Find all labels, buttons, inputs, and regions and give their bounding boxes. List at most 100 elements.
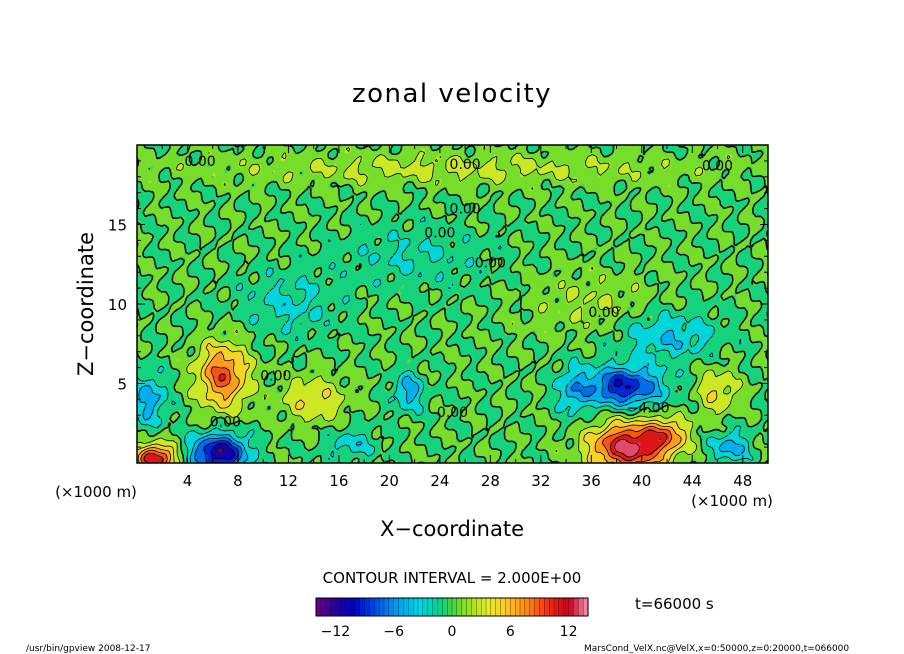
colorbar-swatch	[553, 597, 560, 617]
contour-line	[136, 144, 769, 464]
colorbar-swatch	[480, 597, 487, 617]
colorbar-tick-label: −6	[383, 624, 404, 640]
x-tick-label: 48	[733, 472, 752, 490]
colorbar-swatch	[374, 597, 380, 617]
footer-right: MarsCond_VelX.nc@VelX,x=0:50000,z=0:2000…	[584, 644, 849, 654]
contour-lines	[136, 144, 769, 464]
x-tick-label: 44	[683, 472, 702, 490]
colorbar-swatch	[534, 597, 540, 617]
colorbar-swatch	[471, 597, 477, 617]
colorbar-swatch	[510, 597, 516, 617]
x-unit-label: (×1000 m)	[691, 492, 773, 510]
colorbar-swatch	[325, 597, 332, 617]
contour-line	[137, 351, 682, 464]
contour-line	[614, 438, 661, 458]
x-tick-label: 8	[233, 472, 243, 490]
contour-line	[143, 373, 668, 464]
colorbar-swatch	[315, 597, 322, 617]
colorbar-swatch	[442, 597, 448, 617]
colorbar-swatch	[344, 597, 351, 617]
x-tick-label: 40	[632, 472, 651, 490]
contour-line	[210, 378, 632, 461]
colorbar-swatch	[335, 597, 341, 617]
colorbar-swatch	[451, 597, 458, 617]
colorbar-ticks: −12 −6 0 6 12	[321, 624, 578, 640]
footer-left: /usr/bin/gpview 2008-12-17	[26, 644, 150, 654]
colorbar-swatch	[505, 597, 511, 617]
x-tick-label: 36	[582, 472, 601, 490]
contour-line	[136, 216, 754, 464]
colorbar-swatch	[524, 597, 531, 617]
contour-label: 0.00	[437, 405, 468, 421]
colorbar-swatch	[330, 597, 336, 617]
colorbar-swatch	[364, 597, 370, 617]
time-label: t=66000 s	[635, 595, 714, 613]
colorbar-tick-label: 6	[506, 624, 515, 640]
x-tick-label: 4	[183, 472, 193, 490]
contour-labels: 0.00 0.00 0.00 0.00 0.00 0.00 0.00 0.00 0.00 0.00…	[185, 154, 734, 431]
colorbar	[315, 597, 589, 617]
contour-line	[140, 366, 672, 464]
colorbar-swatch	[568, 597, 574, 617]
contour-line	[138, 303, 745, 464]
colorbar-swatch	[320, 597, 327, 617]
contour-interval-text: CONTOUR INTERVAL = 2.000E+00	[323, 569, 582, 587]
x-tick-label: 32	[531, 472, 550, 490]
x-axis-label: X−coordinate	[380, 517, 524, 541]
contour-label: 0.00	[185, 154, 216, 170]
colorbar-swatch	[514, 597, 521, 617]
colorbar-swatch	[412, 597, 419, 617]
x-tick-label: 20	[380, 472, 399, 490]
colorbar-swatch	[485, 597, 492, 617]
colorbar-swatch	[437, 597, 443, 617]
y-tick-label: 10	[108, 296, 127, 314]
y-unit-label: (×1000 m)	[55, 483, 137, 501]
colorbar-swatch	[378, 597, 385, 617]
colorbar-swatch	[383, 597, 390, 617]
colorbar-swatch	[349, 597, 356, 617]
x-tick-label: 12	[279, 472, 298, 490]
colorbar-swatch	[490, 597, 497, 617]
colorbar-swatch	[369, 597, 375, 617]
colorbar-swatch	[398, 597, 404, 617]
chart-title: zonal velocity	[352, 79, 552, 109]
contour-label: −4.00	[627, 400, 670, 416]
colorbar-swatch	[466, 597, 472, 617]
colorbar-swatch	[388, 597, 395, 617]
colorbar-swatch	[403, 597, 409, 617]
colorbar-swatch	[476, 597, 482, 617]
contour-label: 0.00	[450, 202, 481, 218]
colorbar-swatch	[548, 597, 555, 617]
contour-line	[136, 144, 744, 464]
contour-label: 0.00	[475, 256, 506, 272]
colorbar-swatch	[417, 597, 424, 617]
contour-label: 0.00	[424, 225, 455, 241]
colorbar-swatch	[408, 597, 414, 617]
colorbar-frame	[315, 597, 589, 617]
x-tick-label: 28	[481, 472, 500, 490]
colorbar-swatch	[340, 597, 346, 617]
colorbar-swatch	[359, 597, 366, 617]
colorbar-swatch	[446, 597, 453, 617]
colorbar-swatch	[393, 597, 400, 617]
contour-line	[136, 342, 718, 464]
plot-area: 0.00 0.00 0.00 0.00 0.00 0.00 0.00 0.00 0.00 0.00…	[108, 144, 769, 490]
colorbar-swatch	[539, 597, 545, 617]
y-axis-label: Z−coordinate	[74, 232, 98, 376]
colorbar-swatch	[578, 597, 584, 617]
contour-line	[216, 446, 225, 454]
colorbar-swatch	[427, 597, 434, 617]
colorbar-swatch	[456, 597, 463, 617]
contour-label: 0.00	[588, 305, 619, 321]
y-tick-label: 15	[108, 217, 127, 235]
colorbar-swatch	[544, 597, 550, 617]
contour-label: 0.00	[210, 415, 241, 431]
colorbar-swatch	[422, 597, 429, 617]
contour-label: 0.00	[702, 159, 733, 175]
colorbar-swatch	[354, 597, 361, 617]
colorbar-swatch	[432, 597, 438, 617]
colorbar-swatch	[529, 597, 536, 617]
colorbar-swatch	[495, 597, 502, 617]
